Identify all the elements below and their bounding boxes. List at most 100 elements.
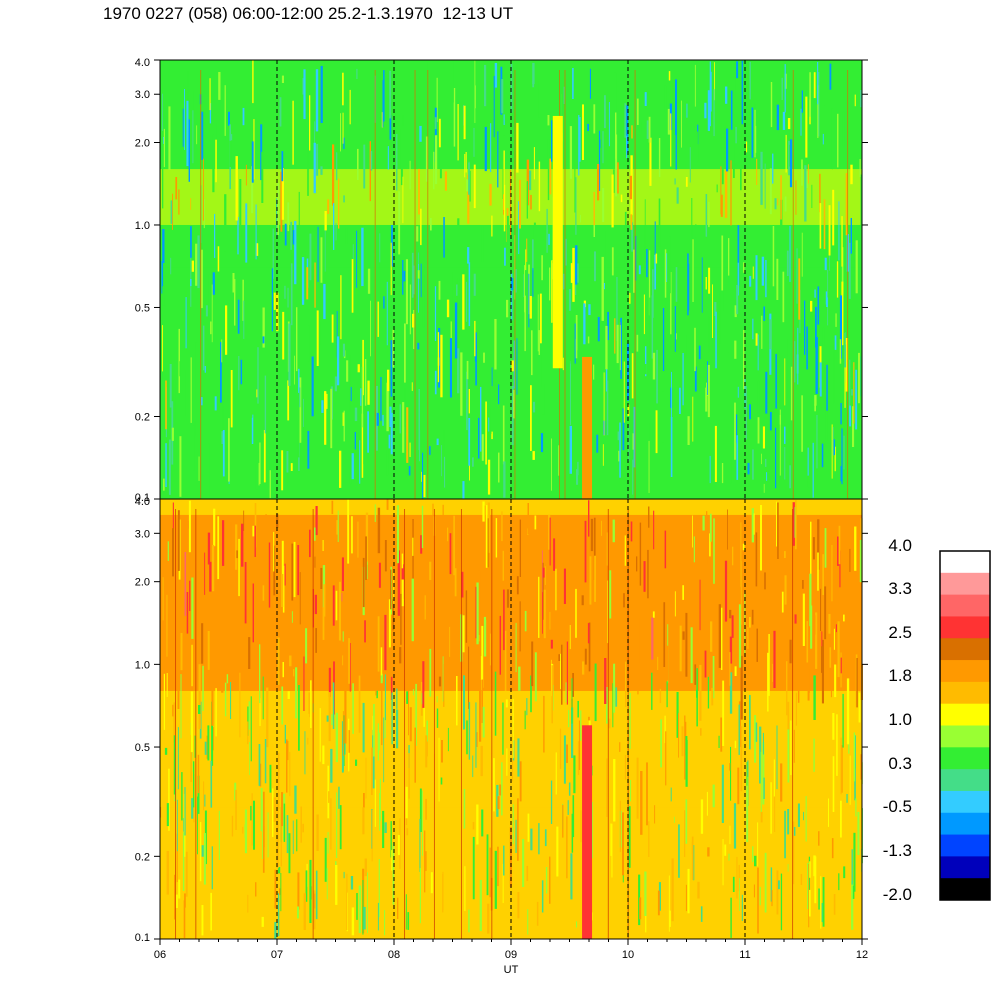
texture-streak [737,767,740,805]
texture-streak [505,699,508,708]
texture-streak [819,362,822,397]
texture-streak [229,140,232,167]
texture-streak [299,572,301,625]
texture-streak [386,382,389,432]
texture-streak [212,272,215,295]
y-tick-label: 2.0 [135,137,150,149]
texture-streak [719,290,721,344]
texture-streak [248,701,251,730]
texture-streak [803,253,806,265]
colorbar-swatch [940,616,990,639]
texture-streak [664,715,666,744]
texture-streak [636,556,638,572]
texture-streak [196,125,198,145]
texture-streak [806,171,808,188]
texture-streak [776,104,779,131]
texture-streak [472,836,475,900]
texture-streak [400,593,402,645]
texture-streak [324,217,326,272]
texture-streak [421,645,424,662]
texture-streak [425,851,427,871]
texture-streak [386,281,388,346]
texture-streak [293,669,295,677]
texture-streak [439,120,442,179]
texture-streak [737,262,739,296]
texture-streak [835,624,837,633]
colorbar-label: 3.3 [888,579,912,598]
texture-streak [488,417,490,432]
texture-streak [594,663,597,722]
texture-streak [332,585,335,626]
texture-streak [326,868,328,900]
texture-streak [234,279,236,326]
texture-streak [314,121,316,150]
texture-streak [668,875,670,932]
texture-streak [198,705,201,714]
texture-streak [254,503,257,548]
colorbar-swatch [940,572,990,596]
texture-streak [377,616,380,672]
texture-streak [449,533,452,575]
texture-streak [481,434,484,461]
texture-streak [831,108,833,170]
texture-streak [370,151,373,171]
texture-streak [357,521,359,558]
texture-streak [396,133,398,191]
texture-streak [483,616,487,657]
texture-streak [593,364,595,380]
texture-streak [378,562,381,588]
texture-streak [319,708,321,762]
texture-streak [503,114,505,125]
texture-streak [675,131,677,170]
texture-streak [251,793,253,846]
x-axis-label: UT [504,964,519,976]
texture-streak [383,70,385,122]
colorbar-swatch [940,790,990,814]
texture-streak [660,156,662,164]
texture-streak [726,128,729,172]
texture-streak [202,325,205,371]
texture-streak [434,370,437,395]
texture-streak [326,393,328,409]
feature-streak [552,115,563,369]
texture-streak [250,388,253,418]
texture-streak [692,515,693,548]
texture-streak [789,639,792,664]
texture-streak [722,839,724,886]
texture-streak [588,304,591,316]
texture-streak [706,791,708,816]
texture-streak [551,665,553,724]
texture-streak [273,545,276,596]
texture-streak [736,856,738,899]
texture-streak [263,430,266,483]
texture-streak [782,425,783,440]
texture-streak [587,336,590,344]
texture-streak [173,702,176,743]
texture-streak [268,542,271,608]
texture-streak [286,815,289,854]
texture-streak [800,874,803,885]
texture-streak [676,187,679,204]
texture-streak [282,311,285,360]
colorbar-swatch [940,812,990,836]
texture-streak [794,507,796,538]
texture-streak [279,97,282,127]
texture-streak [570,347,573,364]
texture-streak [707,364,710,418]
texture-streak [176,833,178,883]
texture-streak [648,821,650,857]
texture-streak [314,556,316,568]
texture-streak [170,257,172,275]
texture-streak [434,286,437,341]
texture-streak [685,612,688,677]
texture-streak [491,431,493,440]
texture-streak [859,540,862,582]
texture-streak [734,305,737,318]
texture-streak [757,380,760,426]
texture-streak [854,526,857,571]
texture-streak [363,144,366,189]
texture-streak [329,124,331,133]
texture-streak [721,607,723,670]
feature-streak [582,356,593,499]
texture-streak [738,704,740,755]
